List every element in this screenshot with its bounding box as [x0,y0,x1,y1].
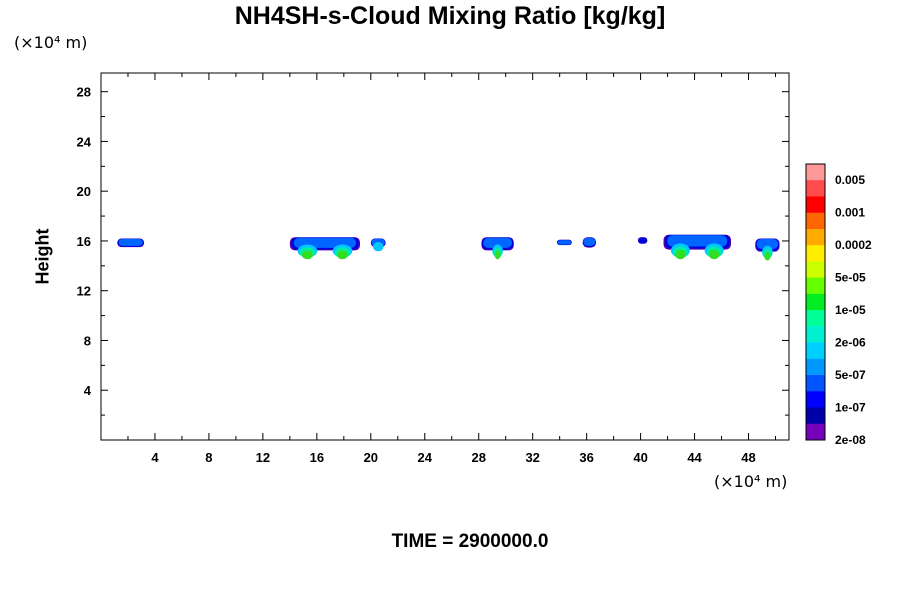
x-tick-label: 20 [364,450,378,465]
x-tick-label: 16 [310,450,324,465]
colorbar-swatch [806,228,825,246]
y-tick-label: 28 [77,85,91,100]
colorbar-label: 2e-08 [835,433,866,447]
colorbar-label: 1e-05 [835,303,866,317]
colorbar-swatch [806,212,825,230]
y-tick-label: 16 [77,234,91,249]
colorbar-label: 0.0002 [835,238,872,252]
cloud-feature [481,237,514,260]
colorbar-swatch [806,407,825,425]
cloud-feature [637,237,648,244]
x-tick-label: 8 [205,450,212,465]
x-tick-label: 32 [525,450,539,465]
x-tick-label: 44 [687,450,702,465]
colorbar-label: 0.001 [835,206,865,220]
y-tick-label: 8 [84,333,91,348]
colorbar-swatch [806,277,825,295]
colorbar-swatch [806,261,825,279]
cloud-feature [289,237,361,260]
y-tick-label: 24 [77,134,92,149]
y-tick-label: 4 [84,383,92,398]
y-tick-label: 12 [77,284,91,299]
colorbar-swatch [806,423,825,441]
x-tick-label: 36 [579,450,593,465]
cloud-feature [755,238,780,261]
cloud-feature [582,237,597,248]
colorbar-label: 5e-05 [835,271,866,285]
colorbar-swatch [806,180,825,197]
y-axis-unit: (×10⁴ m) [14,33,88,52]
colorbar-swatch [806,310,825,327]
cloud-feature [117,238,145,248]
colorbar-frame [805,163,826,441]
colorbar-swatch [806,196,825,214]
colorbar-swatch [806,164,825,181]
colorbar-label: 0.005 [835,173,865,187]
x-axis-unit: (×10⁴ m) [714,472,788,491]
cloud-feature [370,238,386,252]
x-tick-label: 40 [633,450,647,465]
x-tick-label: 12 [256,450,270,465]
colorbar-label: 1e-07 [835,401,866,415]
colorbar-swatch [806,245,825,262]
cloud-feature [663,234,731,260]
colorbar-swatch [806,293,825,311]
colorbar-label: 2e-06 [835,336,866,350]
plot-frame [100,72,790,441]
colorbar-swatch [806,375,825,392]
colorbar-swatch [806,358,825,376]
x-tick-label: 28 [471,450,485,465]
y-tick-label: 20 [77,184,91,199]
colorbar-swatch [806,391,825,409]
x-tick-label: 48 [741,450,755,465]
x-tick-label: 4 [151,450,159,465]
cloud-feature [556,239,572,246]
chart-title: NH4SH-s-Cloud Mixing Ratio [kg/kg] [234,2,666,30]
x-tick-label: 24 [418,450,433,465]
colorbar-label: 5e-07 [835,368,866,382]
time-label: TIME = 2900000.0 [391,531,549,552]
colorbar-swatch [806,342,825,360]
colorbar-swatch [806,326,825,344]
